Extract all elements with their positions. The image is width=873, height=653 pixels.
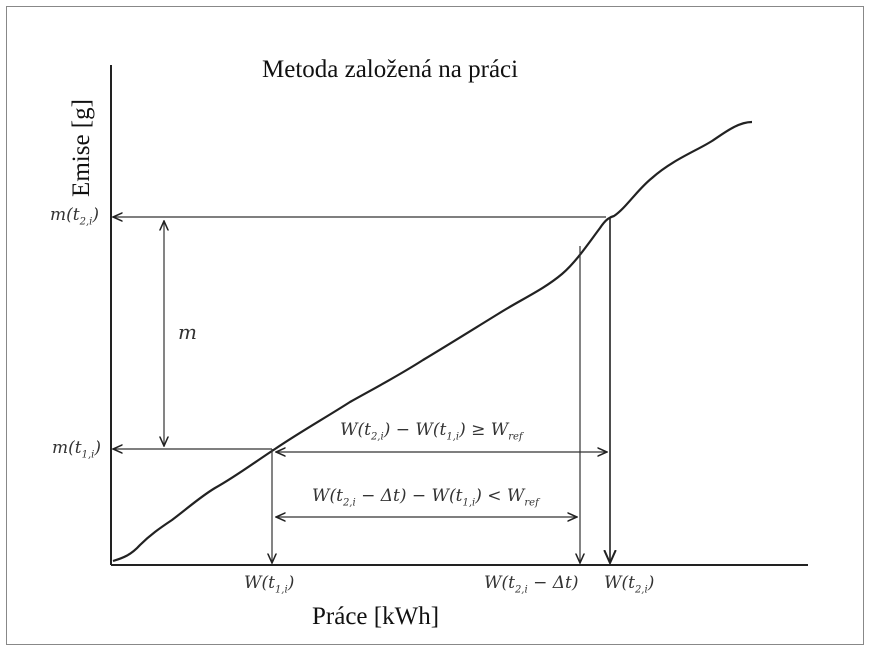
label-condition-lt: W(t2,i − Δt) − W(t1,i) < Wref bbox=[312, 486, 539, 509]
x-axis-label: Práce [kWh] bbox=[312, 603, 440, 630]
label-W-t1: W(t1,i) bbox=[244, 573, 295, 596]
cumulative-emission-curve bbox=[112, 120, 753, 563]
label-m-t1: m(t1,i) bbox=[52, 438, 101, 461]
chart-title: Metoda založená na práci bbox=[262, 56, 519, 83]
figure-frame bbox=[6, 6, 864, 645]
label-m-t2: m(t2,i) bbox=[50, 205, 99, 228]
label-W-t2: W(t2,i) bbox=[604, 573, 655, 596]
label-condition-ge: W(t2,i) − W(t1,i) ≥ Wref bbox=[340, 420, 523, 443]
label-m: m bbox=[178, 320, 197, 344]
label-W-t2-dt: W(t2,i − Δt) bbox=[484, 573, 579, 596]
